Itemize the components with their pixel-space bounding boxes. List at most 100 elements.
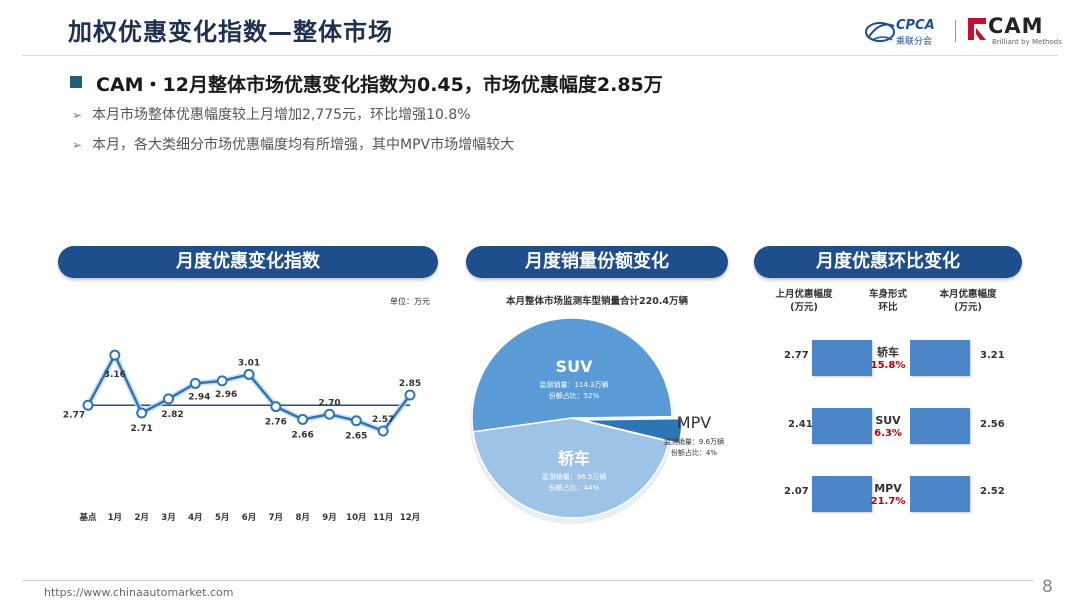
data-label: 2.82 (161, 410, 183, 420)
arrow-bullet-icon: ➢ (72, 108, 83, 122)
data-label: 3.16 (104, 370, 126, 380)
header-this-month: 本月优惠幅度 (万元) (939, 289, 997, 313)
data-point (109, 349, 121, 361)
x-tick-label: 7月 (269, 513, 283, 523)
cam-logo-text: CAM (988, 14, 1044, 38)
this-month-box (910, 408, 970, 444)
last-month-value: 2.77 (784, 350, 809, 361)
data-label: 2.57 (372, 415, 394, 425)
data-point (350, 415, 362, 427)
data-label: 3.01 (238, 358, 260, 368)
footer-url[interactable]: https://www.chinaautomarket.com (44, 586, 234, 599)
cam-emblem-icon (968, 18, 986, 40)
cam-logo-subtext: Brilliant by Methods (992, 38, 1062, 46)
mom-change-pct: 15.8% (870, 360, 906, 371)
pie-slice-suv (471, 317, 673, 433)
x-tick-label: 10月 (346, 513, 366, 523)
data-label: 2.94 (188, 392, 210, 402)
slice-detail: 监测销量：114.3万辆 (539, 380, 608, 389)
data-point (297, 413, 309, 425)
pie-slice-mpv (581, 417, 683, 445)
headline: CAM・12月整体市场优惠变化指数为0.45，市场优惠幅度2.85万 (96, 74, 663, 96)
this-month-value: 2.56 (980, 419, 1005, 430)
x-tick-label: 12月 (400, 513, 420, 523)
footer-divider (22, 580, 1034, 581)
bullet-text: 本月，各大类细分市场优惠幅度均有所增强，其中MPV市场增幅较大 (92, 137, 515, 153)
slice-detail: 监测销量：9.6万辆 (664, 437, 724, 446)
x-tick-label: 2月 (134, 513, 148, 523)
last-month-value: 2.07 (784, 486, 809, 497)
mom-change-pct: 21.7% (870, 496, 906, 507)
data-point (163, 393, 174, 405)
header-last-month: 上月优惠幅度 (万元) (775, 289, 833, 313)
data-label: 2.85 (399, 379, 421, 389)
data-point (270, 401, 282, 413)
x-tick-label: 4月 (188, 513, 202, 523)
headline-square-icon (70, 76, 82, 88)
header-body-type: 车身形式 环比 (868, 289, 907, 313)
data-point (216, 375, 228, 387)
cpca-logo-subtext: 乘联分会 (896, 37, 933, 47)
data-label: 2.76 (265, 418, 287, 428)
body-type-label: MPV (874, 482, 902, 495)
this-month-value: 3.21 (980, 350, 1005, 361)
pie-subtitle: 本月整体市场监测车型销量合计220.4万辆 (505, 296, 689, 307)
this-month-box (910, 340, 970, 376)
last-month-box (812, 408, 872, 444)
cpca-logo-text: CPCA (896, 18, 935, 33)
cam-logo: CAM Brilliant by Methods (966, 14, 1066, 48)
page-title: 加权优惠变化指数—整体市场 (68, 18, 393, 46)
data-label: 2.66 (292, 430, 314, 440)
data-label: 2.71 (131, 424, 153, 434)
data-label: 2.65 (345, 432, 367, 442)
pie-slice-sedan (472, 417, 671, 519)
data-label: 2.96 (215, 390, 237, 400)
body-type-label: 轿车 (877, 346, 899, 359)
slice-detail: 份额占比：44% (549, 483, 600, 492)
cpca-logo: CPCA 乘联分会 (864, 18, 944, 47)
last-month-box (812, 476, 872, 512)
last-month-box (812, 340, 872, 376)
data-point (377, 425, 389, 437)
this-month-value: 2.52 (980, 486, 1005, 497)
panel-title-mom: 月度优惠环比变化 (754, 246, 1022, 278)
slice-detail: 份额占比：4% (671, 448, 717, 457)
panel-title-index: 月度优惠变化指数 (58, 246, 438, 278)
index-line-chart: 2.77 基点 3.16 1月 2.71 2月 2.82 3月 2.94 4月 2.96 5月 3.01… (63, 349, 421, 523)
data-label: 2.77 (63, 410, 85, 420)
bullet-item: ➢ 本月市场整体优惠幅度较上月增加2,775元，环比增强10.8% (72, 104, 471, 124)
this-month-box (910, 476, 970, 512)
mom-change-pct: 6.3% (874, 428, 902, 439)
x-tick-label: 基点 (78, 512, 97, 523)
slice-name: 轿车 (558, 449, 590, 468)
x-tick-label: 8月 (295, 513, 309, 523)
data-label: 2.70 (318, 398, 340, 408)
last-month-value: 2.41 (788, 419, 813, 430)
data-point (82, 399, 94, 411)
x-tick-label: 6月 (242, 513, 256, 523)
x-tick-label: 3月 (161, 513, 175, 523)
page-number: 8 (1042, 577, 1053, 597)
logo-divider (955, 20, 956, 42)
data-point (324, 408, 335, 420)
x-tick-label: 9月 (322, 513, 336, 523)
body-type-label: SUV (875, 414, 901, 427)
slice-name: SUV (556, 357, 594, 376)
x-tick-label: 11月 (373, 513, 393, 523)
cpca-emblem-icon (865, 22, 895, 42)
unit-label: 单位：万元 (390, 297, 430, 306)
share-pie-chart: SUV监测销量：114.3万辆份额占比：52%轿车监测销量：96.5万辆份额占比… (470, 317, 724, 524)
data-point (136, 407, 148, 419)
slice-detail: 份额占比：52% (549, 391, 600, 400)
data-point (189, 377, 201, 389)
arrow-bullet-icon: ➢ (72, 138, 83, 152)
data-point (243, 368, 255, 380)
x-tick-label: 1月 (108, 513, 122, 523)
slice-name: MPV (677, 413, 711, 432)
title-divider (22, 55, 1058, 56)
x-tick-label: 5月 (215, 513, 229, 523)
slice-detail: 监测销量：96.5万辆 (542, 472, 607, 481)
bullet-text: 本月市场整体优惠幅度较上月增加2,775元，环比增强10.8% (92, 107, 471, 123)
bullet-item: ➢ 本月，各大类细分市场优惠幅度均有所增强，其中MPV市场增幅较大 (72, 134, 514, 154)
panel-title-share: 月度销量份额变化 (466, 246, 728, 278)
